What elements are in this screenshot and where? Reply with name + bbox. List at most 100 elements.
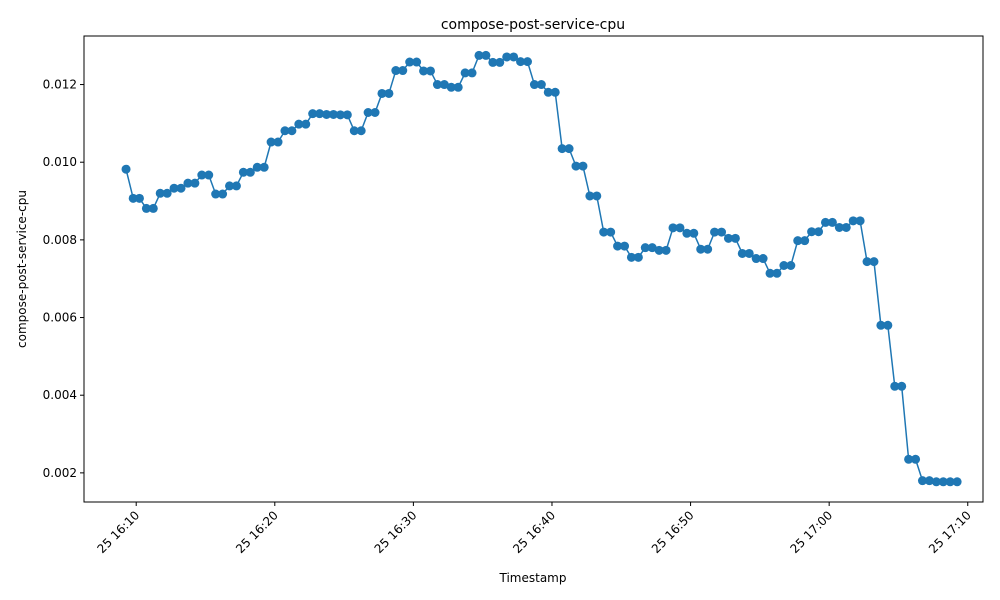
data-point: [128, 193, 138, 203]
data-point: [633, 252, 643, 262]
data-point: [301, 119, 311, 129]
data-point: [134, 193, 144, 203]
data-point: [391, 66, 401, 76]
data-point: [342, 110, 352, 120]
data-point: [786, 261, 796, 270]
data-point: [121, 164, 131, 174]
data-point: [280, 126, 290, 136]
data-point: [356, 126, 366, 136]
x-tick-label: 25 16:20: [233, 508, 281, 556]
data-point: [758, 254, 768, 264]
data-point: [294, 119, 304, 129]
data-point: [516, 57, 526, 67]
x-tick-label: 25 16:40: [510, 508, 558, 556]
data-point: [744, 248, 754, 258]
data-point: [204, 170, 214, 180]
data-point: [218, 189, 228, 199]
data-point: [231, 181, 241, 191]
data-point: [536, 80, 546, 90]
data-point: [322, 109, 332, 119]
data-point: [141, 203, 151, 213]
data-point: [287, 126, 297, 136]
data-point: [723, 233, 733, 243]
data-point: [855, 216, 865, 226]
data-point: [661, 245, 671, 255]
data-point: [453, 82, 463, 92]
data-point: [488, 57, 498, 67]
data-point: [529, 80, 539, 90]
y-axis-label: compose-post-service-cpu: [15, 190, 29, 348]
data-point: [578, 161, 588, 171]
x-tick-label: 25 16:30: [372, 508, 420, 556]
data-point: [897, 381, 907, 391]
data-point: [703, 244, 713, 254]
data-point: [370, 108, 380, 117]
data-point: [668, 223, 678, 233]
x-tick-label: 25 16:10: [94, 508, 142, 556]
data-point: [315, 109, 325, 119]
data-point: [495, 57, 505, 67]
y-tick-label: 0.008: [43, 233, 77, 247]
data-point: [751, 254, 761, 264]
x-axis-label: Timestamp: [499, 571, 567, 585]
data-point: [432, 80, 442, 90]
data-point: [890, 381, 900, 391]
data-point: [730, 233, 740, 243]
data-point: [571, 161, 581, 171]
data-point: [550, 87, 560, 97]
chart-title: compose-post-service-cpu: [441, 17, 625, 33]
data-point: [412, 57, 422, 67]
data-point: [446, 82, 456, 92]
data-point: [308, 109, 318, 119]
data-point: [876, 320, 886, 330]
data-point: [820, 217, 830, 227]
x-tick-label: 25 17:10: [926, 508, 974, 556]
data-point: [592, 191, 602, 201]
data-point: [945, 477, 955, 487]
y-tick-label: 0.012: [43, 78, 77, 92]
data-point: [425, 66, 435, 76]
data-point: [384, 88, 394, 98]
data-point: [273, 137, 283, 147]
data-point: [911, 454, 921, 464]
x-tick-label: 25 16:50: [649, 508, 697, 556]
data-point: [654, 245, 664, 255]
data-point: [502, 52, 512, 62]
data-point: [924, 476, 934, 486]
y-tick-label: 0.002: [43, 466, 77, 480]
data-point: [869, 257, 879, 267]
data-point: [800, 236, 810, 246]
data-point: [349, 126, 359, 136]
data-point: [737, 248, 747, 258]
ticks-layer: 0.002 0.004 0.006 0.008 0.010 0.012 25 16:10 25…: [43, 78, 974, 557]
data-point: [419, 66, 429, 76]
data-point: [904, 454, 914, 464]
data-point: [335, 110, 345, 120]
data-point: [710, 227, 720, 237]
data-point: [793, 236, 803, 246]
data-point: [467, 68, 477, 78]
data-point: [626, 252, 636, 262]
data-point: [765, 268, 775, 278]
data-point: [606, 227, 616, 237]
data-point: [779, 261, 789, 270]
data-point: [689, 228, 699, 238]
axes: [83, 35, 984, 503]
data-point: [599, 227, 609, 237]
data-point: [814, 227, 824, 237]
data-point: [169, 183, 179, 193]
data-point: [640, 243, 650, 253]
data-point: [190, 178, 200, 188]
data-point: [377, 88, 387, 98]
data-point: [522, 57, 532, 67]
data-point: [439, 80, 449, 90]
data-point: [862, 257, 872, 267]
data-point: [474, 50, 484, 60]
data-point: [252, 162, 262, 172]
data-point: [620, 241, 630, 251]
data-point: [211, 189, 221, 199]
data-point: [398, 66, 408, 76]
y-tick-label: 0.006: [43, 311, 77, 325]
data-point: [328, 109, 338, 119]
